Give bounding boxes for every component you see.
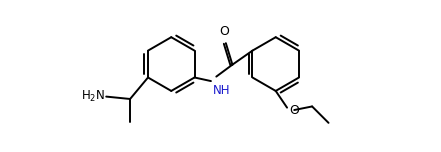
Text: H$_2$N: H$_2$N [81,89,105,104]
Text: O: O [289,104,299,117]
Text: O: O [220,25,229,38]
Text: NH: NH [213,84,230,97]
